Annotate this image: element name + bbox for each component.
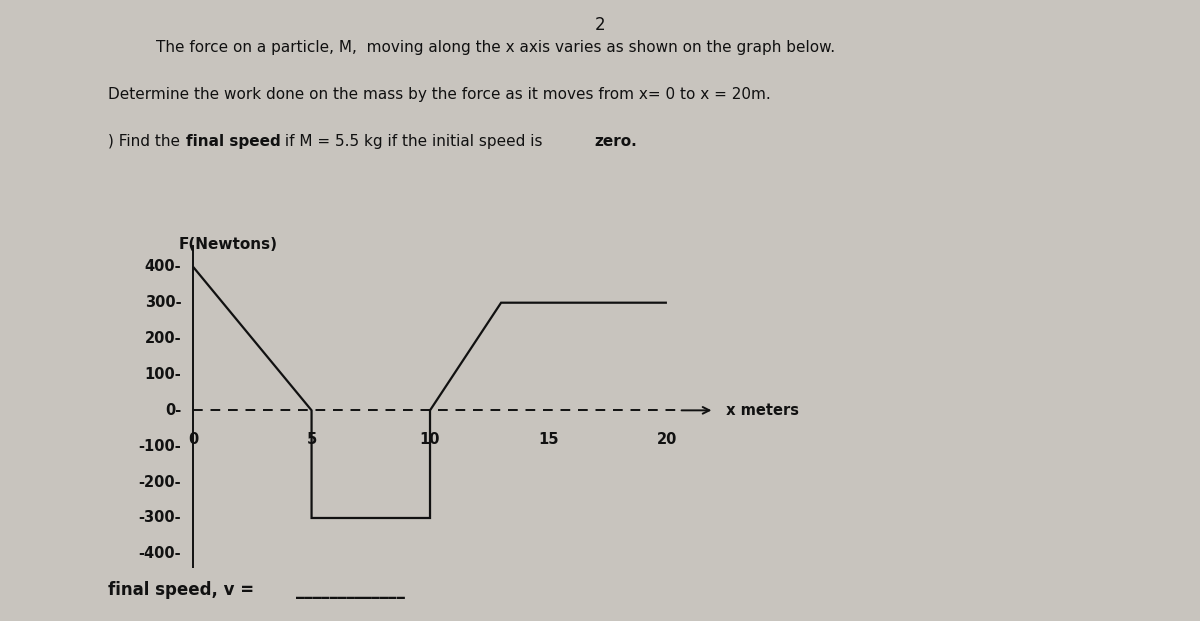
Text: 0-: 0- [166,403,181,418]
Text: 20: 20 [656,432,677,447]
Text: x meters: x meters [721,403,799,418]
Text: if M = 5.5 kg if the initial speed is: if M = 5.5 kg if the initial speed is [280,134,547,148]
Text: The force on a particle, M,  moving along the x axis varies as shown on the grap: The force on a particle, M, moving along… [156,40,835,55]
Text: F(Newtons): F(Newtons) [179,237,278,253]
Text: 100-: 100- [144,367,181,382]
Text: 200-: 200- [145,331,181,346]
Text: 15: 15 [539,432,559,447]
Text: final speed, v =: final speed, v = [108,581,260,599]
Text: -100-: -100- [138,438,181,454]
Text: 0: 0 [188,432,198,447]
Text: 10: 10 [420,432,440,447]
Text: _____________: _____________ [296,581,406,599]
Text: -400-: -400- [139,546,181,561]
Text: ) Find the: ) Find the [108,134,185,148]
Text: Determine the work done on the mass by the force as it moves from x= 0 to x = 20: Determine the work done on the mass by t… [108,87,770,102]
Text: 5: 5 [306,432,317,447]
Text: 2: 2 [595,16,605,34]
Text: -300-: -300- [139,510,181,525]
Text: -200-: -200- [139,474,181,489]
Text: 400-: 400- [145,260,181,274]
Text: 300-: 300- [145,295,181,310]
Text: final speed: final speed [186,134,281,148]
Text: zero.: zero. [594,134,637,148]
